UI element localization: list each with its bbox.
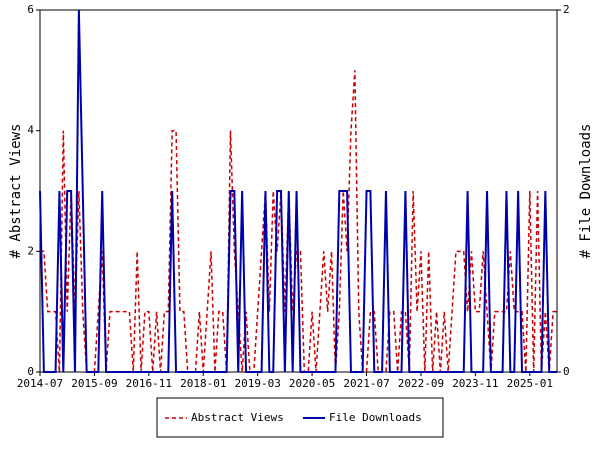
x-tick-label: 2014-07 (17, 377, 63, 390)
legend-label: Abstract Views (191, 411, 284, 424)
x-tick-label: 2022-09 (398, 377, 444, 390)
x-tick-label: 2019-03 (235, 377, 281, 390)
y-axis-label: # Abstract Views (8, 124, 24, 259)
x-tick-label: 2025-01 (507, 377, 553, 390)
legend (156, 397, 444, 438)
x-tick-label: 2018-01 (180, 377, 226, 390)
x-tick-label: 2016-11 (126, 377, 172, 390)
y2-axis-label: # File Downloads (578, 124, 594, 259)
y-tick-label: 4 (27, 124, 34, 137)
x-tick-label: 2015-09 (71, 377, 117, 390)
x-tick-label: 2020-05 (289, 377, 335, 390)
x-tick-label: 2023-11 (452, 377, 498, 390)
y2-tick-label: 0 (563, 365, 570, 378)
y-tick-label: 6 (27, 3, 34, 16)
series-line (40, 70, 557, 373)
y2-tick-label: 2 (563, 3, 570, 16)
x-tick-label: 2021-07 (343, 377, 389, 390)
y-tick-label: 0 (27, 365, 34, 378)
series-line (39, 9, 557, 373)
legend-label: File Downloads (329, 411, 422, 424)
y-tick-label: 2 (27, 244, 34, 257)
